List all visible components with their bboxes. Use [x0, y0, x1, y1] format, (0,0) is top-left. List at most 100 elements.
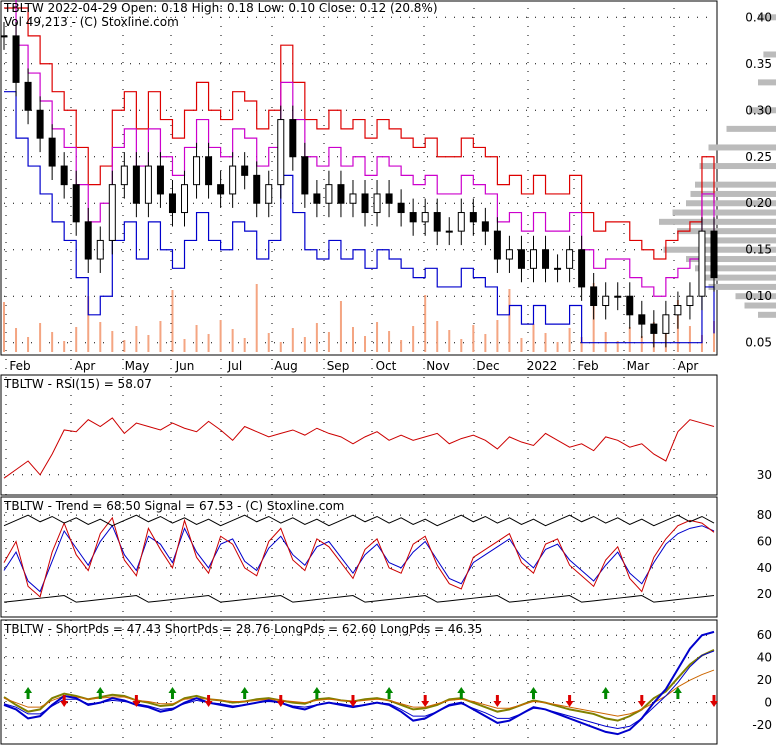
price-body: [602, 295, 610, 307]
buy-arrow: [601, 687, 610, 700]
price-body: [181, 184, 189, 214]
price-body: [361, 193, 369, 214]
buy-arrow: [168, 687, 177, 700]
volume-profile: [659, 14, 776, 318]
sell-arrow: [493, 695, 502, 708]
header-ohlc: TBLTW 2022-04-29 Open: 0.18 High: 0.18 L…: [3, 1, 438, 15]
price-body: [662, 314, 670, 334]
price-panel-frame: [0, 0, 718, 356]
x-tick-label: Sep: [327, 359, 350, 373]
profile-bar: [763, 51, 776, 58]
volume-bar: [472, 325, 475, 352]
volume-bar: [279, 342, 282, 352]
buy-arrow: [529, 687, 538, 700]
y-tick-label: 0.40: [745, 10, 772, 24]
price-body: [12, 35, 20, 83]
price-body: [493, 230, 501, 260]
volume-bar: [616, 341, 619, 352]
price-body: [24, 81, 32, 111]
x-tick-label: Jul: [227, 359, 242, 373]
y-tick-label: 30: [757, 468, 772, 482]
sell-arrow: [637, 695, 646, 708]
middle-band: [15, 0, 715, 297]
volume-bar: [412, 326, 415, 352]
price-body: [349, 193, 357, 204]
trend-lower-envelope: [3, 595, 715, 603]
sell-arrow: [348, 695, 357, 708]
y-tick-label: 0.20: [745, 196, 772, 210]
profile-bar: [708, 283, 776, 290]
price-body: [421, 212, 429, 223]
price-body: [120, 165, 128, 186]
profile-bar: [695, 265, 776, 272]
price-body: [193, 156, 201, 186]
series-line-1-0: [3, 417, 715, 479]
price-body: [72, 184, 80, 223]
price-body: [397, 202, 405, 214]
price-body: [144, 165, 152, 204]
volume-bar: [628, 327, 631, 352]
volume-bars: [3, 283, 715, 352]
volume-bar: [604, 332, 607, 352]
profile-bar: [758, 79, 776, 86]
price-body: [686, 295, 694, 307]
profile-bar: [758, 14, 776, 21]
buy-arrow: [385, 687, 394, 700]
profile-bar: [677, 228, 776, 235]
profile-bar: [686, 256, 776, 263]
x-tick-label: Oct: [376, 359, 397, 373]
x-tick-label: Apr: [75, 359, 96, 373]
profile-bar: [749, 107, 776, 114]
x-tick-label: Dec: [476, 359, 499, 373]
buy-arrow: [24, 687, 33, 700]
price-body: [84, 221, 92, 260]
price-body: [168, 193, 176, 214]
profile-bar: [708, 144, 776, 151]
volume-bar: [436, 321, 439, 352]
sell-arrow: [60, 695, 69, 708]
price-body: [710, 230, 718, 279]
price-body: [650, 323, 658, 334]
series-line-3-2: [3, 630, 715, 736]
volume-bar: [147, 335, 150, 352]
series-line-3-0: [3, 648, 715, 722]
x-tick-label: Feb: [577, 359, 598, 373]
pds-panel-frame: [0, 619, 718, 745]
price-body: [313, 193, 321, 204]
sell-arrow: [565, 695, 574, 708]
sell-arrow: [132, 695, 141, 708]
y-tick-label: 40: [757, 651, 772, 665]
profile-bar: [690, 190, 776, 197]
profile-bar: [758, 311, 776, 318]
volume-bar: [315, 323, 318, 352]
volume-bar: [267, 333, 270, 352]
profile-bar: [686, 200, 776, 207]
header-volume: Vol 49,213 - (C) Stoxline.com: [4, 15, 179, 29]
volume-bar: [364, 336, 367, 352]
profile-bar: [659, 218, 776, 225]
price-body: [674, 305, 682, 316]
profile-bar: [704, 237, 776, 244]
price-body: [469, 212, 477, 223]
y-tick-label: 0.10: [745, 289, 772, 303]
buy-arrow: [673, 687, 682, 700]
x-tick-label: Nov: [426, 359, 449, 373]
volume-bar: [183, 339, 186, 352]
price-body: [301, 156, 309, 195]
y-tick-label: -20: [752, 718, 772, 732]
price-body: [217, 184, 225, 195]
price-body: [241, 165, 249, 176]
y-tick-label: 40: [757, 561, 772, 575]
price-body: [108, 184, 116, 241]
volume-bar: [713, 321, 715, 352]
profile-bar: [704, 274, 776, 281]
axis-labels: 0.40 0.35 0.30 0.25 0.20 0.15 0.10 0.05 30 80 60 40…: [9, 10, 772, 732]
profile-bar: [695, 181, 776, 188]
volume-bar: [291, 328, 294, 352]
profile-bar: [735, 293, 776, 300]
price-body: [229, 165, 237, 195]
volume-bar: [339, 301, 342, 352]
price-body: [481, 221, 489, 232]
volume-bar: [400, 340, 403, 352]
volume-bar: [520, 338, 523, 352]
